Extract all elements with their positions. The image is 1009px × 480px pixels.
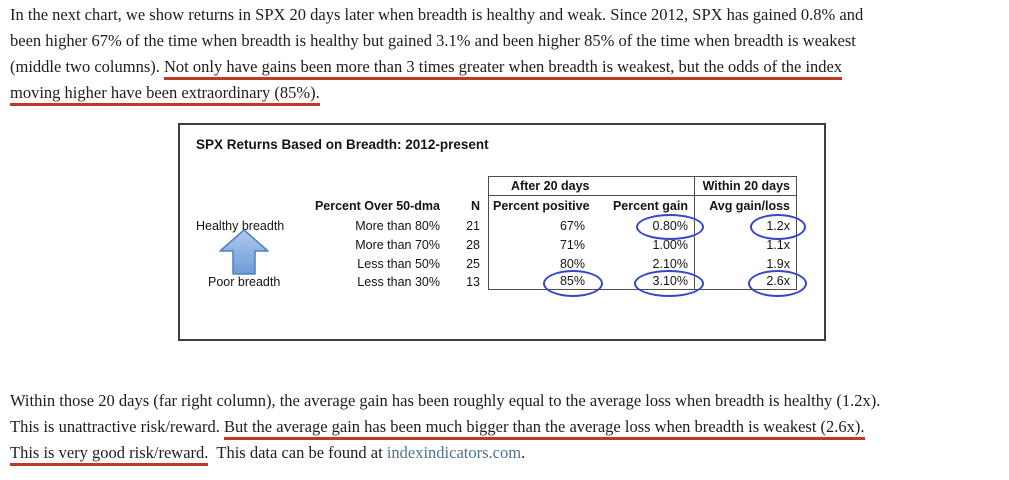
outro-paragraph: Within those 20 days (far right column),… [10, 388, 880, 466]
intro-line-1: In the next chart, we show returns in SP… [10, 2, 863, 28]
outro-line-3: This is very good risk/reward. This data… [10, 440, 880, 466]
table-cell: Less than 30% [357, 274, 440, 289]
circle-annotation-avg-12x [750, 214, 806, 240]
col-header-percent-over-50dma: Percent Over 50-dma [314, 199, 440, 213]
col-header-percent-positive: Percent positive [488, 196, 590, 216]
text-segment: This data can be found at [208, 443, 387, 462]
table-cell: 80% [488, 254, 590, 273]
table-cell: 67% [488, 216, 590, 235]
circle-annotation-gain-080 [636, 214, 704, 240]
intro-line-4: moving higher have been extraordinary (8… [10, 80, 863, 106]
text-segment: (middle two columns). [10, 57, 164, 76]
intro-line-3: (middle two columns). Not only have gain… [10, 54, 863, 80]
text-segment: This is unattractive risk/reward. [10, 417, 224, 436]
group-header-after-20-days: After 20 days [488, 176, 694, 196]
healthy-breadth-label: Healthy breadth [196, 218, 285, 233]
table-cell: 28 [466, 237, 480, 252]
intro-line-2: been higher 67% of the time when breadth… [10, 28, 863, 54]
col-header-percent-gain: Percent gain [612, 199, 688, 213]
table-cell: 1.9x [694, 254, 797, 273]
figure-title: SPX Returns Based on Breadth: 2012-prese… [196, 137, 489, 152]
circle-annotation-gain-310 [634, 270, 704, 297]
underlined-text: Not only have gains been more than 3 tim… [163, 57, 843, 80]
text-segment: In the next chart, we show returns in SP… [10, 5, 864, 24]
table-cell: More than 70% [355, 237, 440, 252]
circle-annotation-avg-26x [748, 270, 807, 297]
poor-breadth-label: Poor breadth [208, 274, 281, 289]
underlined-text: This is very good risk/reward. [10, 443, 209, 466]
table-cell: Less than 50% [357, 256, 440, 271]
intro-paragraph: In the next chart, we show returns in SP… [10, 2, 863, 106]
underlined-text: moving higher have been extraordinary (8… [10, 83, 320, 106]
table-cell: 71% [488, 235, 590, 254]
underlined-text: But the average gain has been much bigge… [223, 417, 865, 440]
outro-line-2: This is unattractive risk/reward. But th… [10, 414, 880, 440]
group-header-within-20-days: Within 20 days [694, 176, 797, 196]
breadth-table: After 20 days Within 20 days Percent Ove… [196, 176, 797, 290]
text-segment: Within those 20 days (far right column),… [10, 391, 881, 410]
outro-line-1: Within those 20 days (far right column),… [10, 388, 880, 414]
table-cell: 1.1x [694, 235, 797, 254]
col-header-n: N [470, 199, 480, 213]
table-cell: More than 80% [355, 218, 440, 233]
table-cell: 13 [466, 274, 480, 289]
table-cell: 25 [466, 256, 480, 271]
col-header-avg-gain-loss: Avg gain/loss [694, 196, 797, 216]
table-cell: 2.10% [652, 256, 688, 271]
text-segment: . [521, 443, 526, 462]
up-arrow-icon [219, 229, 269, 275]
circle-annotation-positive-85 [543, 270, 603, 297]
table-cell: 1.00% [652, 237, 688, 252]
text-segment: been higher 67% of the time when breadth… [10, 31, 856, 50]
breadth-table-figure: SPX Returns Based on Breadth: 2012-prese… [178, 123, 826, 341]
indexindicators-link[interactable]: indexindicators.com [386, 443, 522, 462]
table-cell: 21 [466, 218, 480, 233]
